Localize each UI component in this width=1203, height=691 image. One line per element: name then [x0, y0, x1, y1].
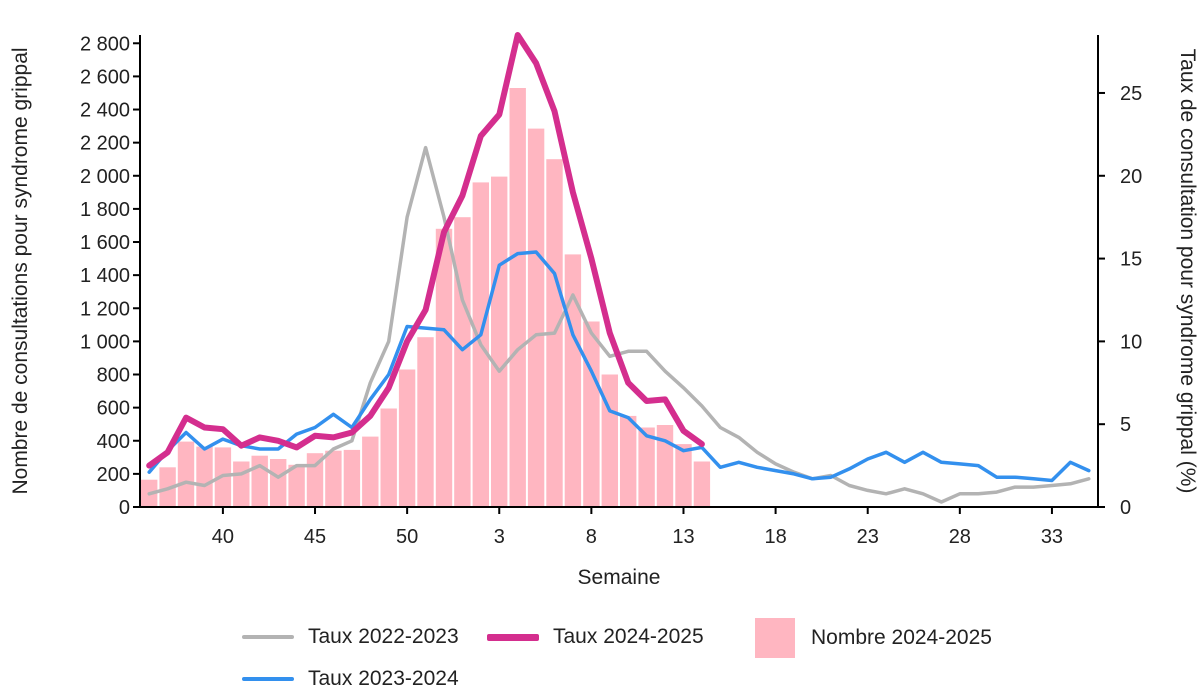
bar-nombre-2024-2025 [380, 408, 397, 507]
bar-nombre-2024-2025 [491, 176, 508, 507]
right-tick-label: 25 [1120, 83, 1142, 105]
left-tick-label: 1 600 [80, 232, 130, 254]
left-tick-label: 2 400 [80, 100, 130, 122]
right-axis-title: Taux de consultation pour syndrome gripp… [1176, 49, 1199, 494]
bar-nombre-2024-2025 [527, 128, 545, 507]
left-tick-label: 400 [97, 431, 130, 453]
right-tick-label: 5 [1120, 414, 1131, 436]
bar-nombre-2024-2025 [251, 455, 268, 507]
right-axis-ticks: 0 5 10 15 20 25 [1098, 83, 1142, 519]
axes [139, 35, 1099, 508]
left-tick-label: 1 200 [80, 298, 130, 320]
x-tick-label: 28 [949, 526, 971, 548]
line-taux-2023-2024 [147, 250, 1091, 483]
bar-nombre-2024-2025 [693, 461, 711, 507]
line-taux-2024-2025 [146, 32, 705, 469]
bar-nombre-2024-2025 [288, 464, 305, 507]
bar-nombre-2024-2025 [343, 449, 361, 507]
left-tick-label: 1 400 [80, 265, 130, 287]
x-tick-label: 8 [586, 526, 597, 548]
left-tick-label: 2 600 [80, 66, 130, 88]
left-tick-label: 2 200 [80, 133, 130, 155]
bar-nombre-2024-2025 [601, 374, 618, 507]
bar-nombre-2024-2025 [583, 321, 600, 507]
left-tick-label: 200 [97, 464, 130, 486]
x-tick-label: 18 [764, 526, 786, 548]
bar-nombre-2024-2025 [233, 461, 250, 507]
right-tick-label: 15 [1120, 249, 1142, 271]
x-axis-ticks: 40 45 50 3 8 13 18 23 28 33 [212, 507, 1063, 548]
x-tick-label: 3 [494, 526, 505, 548]
bar-nombre-2024-2025 [325, 450, 342, 507]
right-tick-label: 10 [1120, 331, 1142, 353]
left-tick-label: 2 800 [80, 33, 130, 55]
bar-nombre-2024-2025 [656, 425, 674, 507]
line-series-group [146, 32, 1091, 504]
bar-nombre-2024-2025 [620, 415, 637, 507]
left-tick-label: 1 000 [80, 331, 130, 353]
line-taux-2022-2023 [147, 145, 1091, 504]
left-tick-label: 1 800 [80, 199, 130, 221]
bar-nombre-2024-2025 [509, 88, 526, 507]
left-axis-ticks: 0 200 400 600 800 1 000 1 200 1 400 1 600 1 800 2 … [80, 33, 140, 519]
x-tick-label: 23 [857, 526, 879, 548]
bar-nombre-2024-2025 [362, 436, 379, 507]
x-tick-label: 40 [212, 526, 234, 548]
x-tick-label: 50 [396, 526, 418, 548]
bar-nombre-2024-2025 [398, 369, 416, 507]
left-tick-label: 0 [119, 497, 130, 519]
x-tick-label: 45 [304, 526, 326, 548]
bar-nombre-2024-2025 [564, 254, 582, 507]
bar-nombre-2024-2025 [638, 427, 655, 507]
x-axis-title: Semaine [578, 566, 661, 589]
left-tick-label: 800 [97, 365, 130, 387]
x-tick-label: 33 [1041, 526, 1063, 548]
bar-nombre-2024-2025 [417, 337, 434, 507]
right-tick-label: 20 [1120, 166, 1142, 188]
left-tick-label: 600 [97, 398, 130, 420]
bar-nombre-2024-2025 [435, 228, 453, 508]
bar-nombre-2024-2025 [177, 441, 195, 507]
bar-nombre-2024-2025 [270, 459, 287, 507]
x-tick-label: 13 [672, 526, 694, 548]
left-axis-title: Nombre de consultations pour syndrome gr… [9, 47, 32, 494]
bar-nombre-2024-2025 [196, 446, 213, 507]
bar-nombre-2024-2025 [675, 444, 692, 507]
bar-nombre-2024-2025 [454, 217, 471, 507]
left-tick-label: 2 000 [80, 166, 130, 188]
right-tick-label: 0 [1120, 497, 1131, 519]
